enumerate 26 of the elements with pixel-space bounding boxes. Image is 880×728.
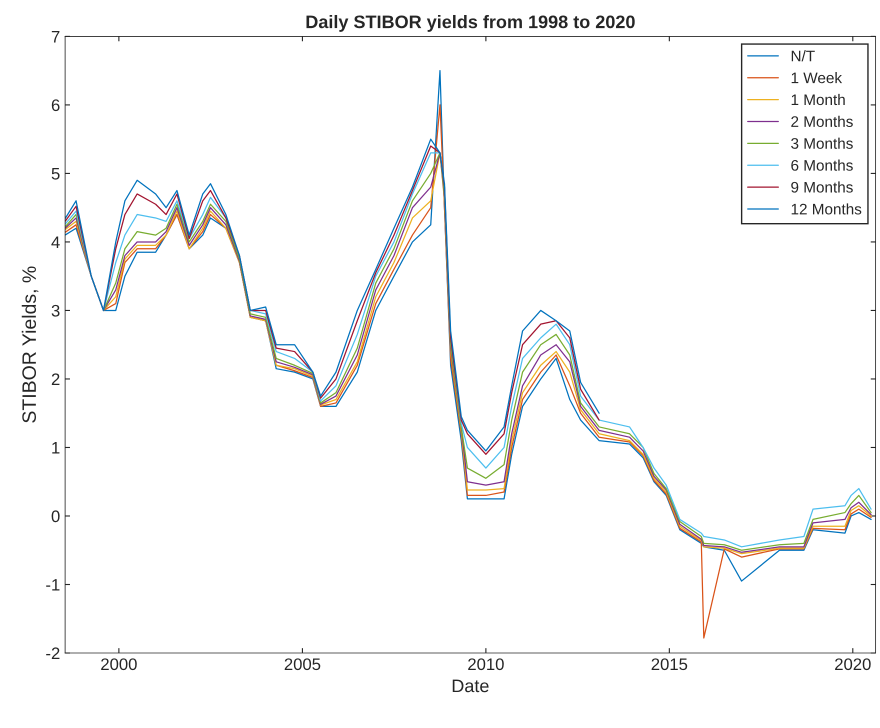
legend-label: 1 Month [792, 94, 845, 106]
y-axis-title: STIBOR Yields, % [22, 266, 38, 423]
legend-label: 6 Months [791, 160, 853, 171]
legend-label: N/T [792, 50, 815, 62]
x-tick-label: 2010 [468, 658, 504, 670]
legend-label: 12 Months [792, 203, 862, 215]
y-tick-label: 6 [52, 99, 60, 112]
x-tick-label: 2005 [284, 658, 320, 670]
y-tick-label: 5 [52, 168, 60, 180]
legend-label: 1 Week [792, 72, 842, 84]
x-axis-title: Date [452, 680, 489, 692]
x-tick-label: 2000 [101, 658, 137, 670]
y-tick-label: 0 [52, 510, 60, 522]
y-tick-label: -2 [46, 647, 60, 660]
y-tick-label: 7 [52, 30, 60, 42]
y-tick-label: 1 [52, 442, 60, 454]
y-tick-label: 3 [52, 304, 60, 317]
y-tick-label: -1 [46, 579, 60, 591]
chart-title: Daily STIBOR yields from 1998 to 2020 [306, 14, 635, 32]
x-tick-label: 2020 [835, 658, 871, 670]
legend-label: 3 Months [791, 138, 853, 149]
legend-label: 9 Months [791, 181, 853, 193]
y-tick-label: 4 [51, 236, 60, 248]
legend-label: 2 Months [791, 116, 853, 128]
y-tick-label: 2 [52, 373, 60, 386]
x-tick-label: 2015 [652, 658, 688, 670]
